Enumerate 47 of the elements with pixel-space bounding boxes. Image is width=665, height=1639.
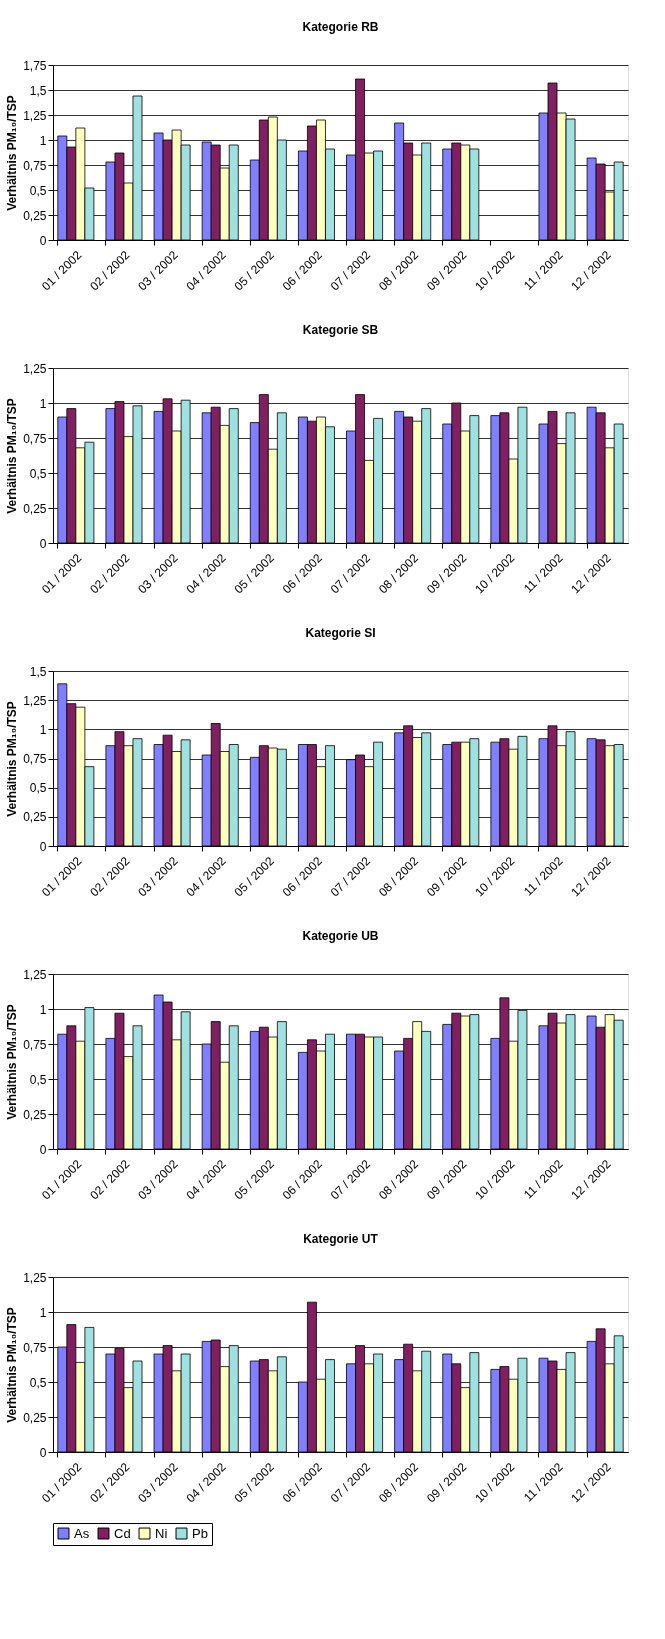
- chart-title: Kategorie SI: [305, 626, 376, 640]
- y-tick-label: 1,25: [23, 108, 47, 123]
- y-tick-label: 1: [39, 1305, 47, 1320]
- y-tick-label: 0: [39, 839, 47, 854]
- y-tick-label: 0,75: [23, 1340, 47, 1355]
- y-tick-label: 0,5: [29, 1375, 47, 1390]
- legend-label: As: [74, 1525, 90, 1541]
- y-tick-label: 0,75: [23, 1037, 47, 1052]
- y-tick-label: 1,25: [23, 1270, 47, 1285]
- y-tick-label: 0,5: [29, 1072, 47, 1087]
- chart-title: Kategorie SB: [302, 323, 379, 337]
- y-tick-label: 1: [39, 722, 47, 737]
- y-tick-label: 0,75: [23, 431, 47, 446]
- y-tick-label: 1,25: [23, 967, 47, 982]
- y-tick-label: 0,25: [23, 501, 47, 516]
- y-tick-label: 0: [39, 1445, 47, 1460]
- y-tick-label: 0,75: [23, 752, 47, 766]
- chart-title: Kategorie UT: [303, 1232, 379, 1246]
- y-tick-label: 0,5: [29, 781, 47, 796]
- legend-label: Ni: [155, 1525, 168, 1541]
- y-tick-label: 0,5: [29, 466, 47, 481]
- y-tick-label: 1: [39, 133, 47, 148]
- y-tick-label: 0,25: [23, 810, 47, 825]
- y-tick-label: 1: [39, 396, 47, 411]
- y-tick-label: 1,25: [23, 361, 47, 376]
- y-tick-label: 0,25: [23, 1410, 47, 1425]
- y-tick-label: 1: [39, 1002, 47, 1017]
- y-axis-title: Verhältnis PM₁₀/TSP: [5, 398, 20, 514]
- y-axis-title: Verhältnis PM₁₀/TSP: [5, 1307, 20, 1423]
- y-tick-label: 1,5: [29, 664, 47, 679]
- chart-title: Kategorie RB: [302, 20, 379, 34]
- y-tick-label: 1,25: [23, 693, 47, 708]
- y-tick-label: 1,75: [23, 58, 47, 73]
- y-tick-label: 0: [39, 536, 47, 551]
- legend-label: Cd: [114, 1525, 131, 1541]
- y-tick-label: 0,75: [23, 158, 47, 173]
- y-tick-label: 0,5: [29, 183, 47, 198]
- y-tick-label: 0,25: [23, 1107, 47, 1122]
- y-axis-title: Verhältnis PM₁₀/TSP: [5, 1004, 20, 1120]
- y-tick-label: 0,25: [23, 208, 47, 223]
- y-tick-label: 0: [39, 233, 47, 248]
- chart-title: Kategorie UB: [302, 929, 379, 943]
- legend-label: Pb: [192, 1525, 208, 1541]
- y-tick-label: 0: [39, 1142, 47, 1157]
- y-axis-title: Verhältnis PM₁₀/TSP: [5, 701, 20, 817]
- y-tick-label: 1,5: [29, 83, 47, 98]
- y-axis-title: Verhältnis PM₁₀/TSP: [5, 95, 20, 211]
